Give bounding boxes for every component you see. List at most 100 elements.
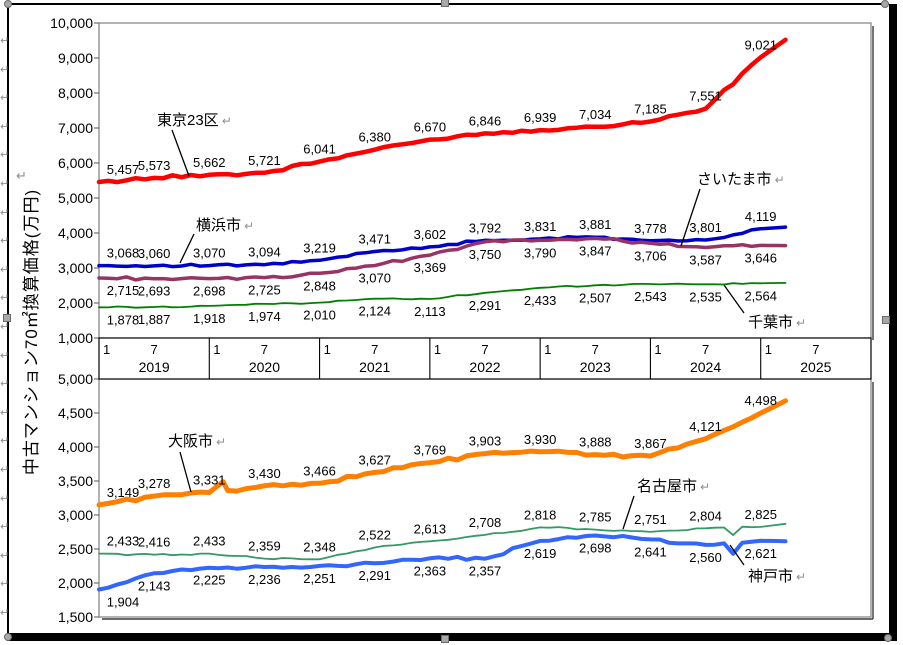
data-label-kobe: 2,619	[524, 546, 557, 561]
data-label-chiba: 2,113	[414, 304, 446, 319]
y-tick-label: 2,500	[58, 541, 93, 557]
data-label-saitama: 2,698	[193, 284, 226, 299]
data-label-yokohama: 3,602	[414, 227, 447, 242]
series-line-nagoya[interactable]	[98, 522, 787, 561]
data-label-saitama: 2,715	[107, 283, 140, 298]
data-label-kobe: 2,363	[414, 563, 447, 578]
linebreak-mark: ↵	[0, 92, 10, 105]
data-label-osaka: 3,867	[634, 436, 667, 451]
selection-handle-top-middle[interactable]	[441, 0, 449, 7]
data-label-osaka: 3,331	[193, 472, 226, 487]
x-tick-month-7: 7	[702, 342, 709, 357]
series-callout-osaka: 大阪市 ↵	[168, 433, 226, 450]
linebreak-mark: ↵	[0, 549, 10, 562]
x-tick-month-7: 7	[261, 342, 268, 357]
selection-handle-top-left[interactable]	[4, 0, 12, 8]
linebreak-mark: ↵	[0, 206, 10, 219]
series-callout-tokyo23: 東京23区 ↵	[157, 112, 232, 129]
y-tick-label: 2,000	[58, 575, 93, 591]
data-label-kobe: 2,560	[689, 550, 722, 565]
linebreak-mark: ↵	[0, 235, 10, 248]
linebreak-mark: ↵	[16, 168, 27, 183]
x-tick-month-7: 7	[592, 342, 599, 357]
data-label-saitama: 2,725	[248, 283, 281, 298]
data-label-tokyo23: 6,380	[358, 130, 391, 145]
y-tick-label: 4,000	[58, 439, 93, 455]
series-callout-saitama: さいたま市 ↵	[697, 171, 785, 188]
linebreak-mark: ↵	[0, 521, 10, 534]
data-label-chiba: 2,507	[579, 290, 612, 305]
linebreak-mark: ↵	[0, 378, 10, 391]
callout-leader-kobe	[729, 544, 745, 566]
data-label-yokohama: 3,831	[524, 219, 557, 234]
series-line-saitama[interactable]	[97, 236, 788, 282]
linebreak-mark: ↵	[0, 149, 10, 162]
x-tick-month-1: 1	[654, 342, 661, 357]
y-tick-label: 1,500	[58, 609, 93, 625]
data-label-tokyo23: 5,721	[248, 153, 281, 168]
data-label-chiba: 2,535	[689, 289, 722, 304]
y-tick-label: 7,000	[58, 120, 93, 136]
data-label-kobe: 2,641	[634, 544, 667, 559]
data-label-tokyo23: 5,573	[138, 158, 171, 173]
data-label-yokohama: 3,068	[107, 246, 140, 261]
linebreak-mark: ↵	[0, 292, 10, 305]
series-line-tokyo23[interactable]	[96, 37, 788, 185]
x-tick-year: 2025	[800, 359, 831, 375]
x-tick-month-1: 1	[434, 342, 441, 357]
selection-handle-bottom-middle[interactable]	[441, 635, 449, 643]
linebreak-mark: ↵	[0, 35, 10, 47]
data-label-kobe: 2,236	[248, 572, 281, 587]
selection-handle-left-middle[interactable]	[3, 314, 11, 322]
selection-handle-bottom-left[interactable]	[4, 633, 12, 641]
data-label-osaka: 3,149	[107, 485, 140, 500]
data-label-kobe: 2,291	[358, 568, 391, 583]
y-tick-label: 4,500	[58, 405, 93, 421]
data-label-nagoya: 2,818	[524, 507, 557, 522]
data-label-chiba: 2,564	[744, 288, 777, 303]
data-label-chiba: 2,010	[303, 308, 336, 323]
y-tick-label: 5,000	[58, 371, 93, 387]
data-label-chiba: 2,543	[634, 289, 667, 304]
callout-leader-yokohama	[179, 233, 195, 264]
data-label-osaka: 3,888	[579, 435, 612, 450]
data-label-tokyo23: 6,670	[414, 120, 447, 135]
callout-leader-tokyo23	[171, 129, 190, 177]
data-label-yokohama: 3,094	[248, 245, 281, 260]
series-line-osaka[interactable]	[96, 398, 788, 508]
x-tick-month-1: 1	[213, 342, 220, 357]
x-tick-year: 2020	[249, 359, 280, 375]
data-label-nagoya: 2,825	[744, 507, 777, 522]
data-label-yokohama: 3,801	[689, 220, 722, 235]
series-callout-yokohama: 横浜市 ↵	[196, 217, 254, 234]
callout-leader-osaka	[179, 451, 192, 493]
data-label-nagoya: 2,348	[303, 539, 336, 554]
data-label-chiba: 1,878	[107, 312, 140, 327]
data-label-saitama: 3,587	[689, 252, 722, 267]
data-label-kobe: 2,698	[579, 541, 612, 556]
data-label-chiba: 2,291	[469, 298, 502, 313]
selection-handle-right-middle[interactable]	[882, 316, 890, 324]
series-line-yokohama[interactable]	[97, 225, 788, 269]
y-tick-label: 3,000	[58, 260, 93, 276]
data-label-tokyo23: 9,021	[744, 37, 777, 52]
data-label-osaka: 3,466	[303, 463, 336, 478]
data-label-yokohama: 3,778	[634, 221, 667, 236]
data-label-saitama: 2,848	[303, 278, 336, 293]
series-line-chiba[interactable]	[98, 281, 787, 309]
y-tick-label: 5,000	[58, 190, 93, 206]
x-tick-month-7: 7	[812, 342, 819, 357]
data-label-tokyo23: 7,551	[689, 89, 722, 104]
series-line-kobe[interactable]	[97, 533, 788, 592]
y-tick-label: 6,000	[58, 155, 93, 171]
data-label-nagoya: 2,708	[469, 515, 502, 530]
series-callout-nagoya: 名古屋市 ↵	[637, 478, 710, 495]
data-label-saitama: 3,790	[524, 245, 557, 260]
selection-handle-top-right[interactable]	[881, 0, 889, 8]
linebreak-mark: ↵	[0, 178, 10, 190]
data-label-nagoya: 2,359	[248, 539, 281, 554]
data-label-kobe: 1,904	[107, 595, 140, 610]
selection-handle-bottom-right[interactable]	[884, 634, 892, 642]
